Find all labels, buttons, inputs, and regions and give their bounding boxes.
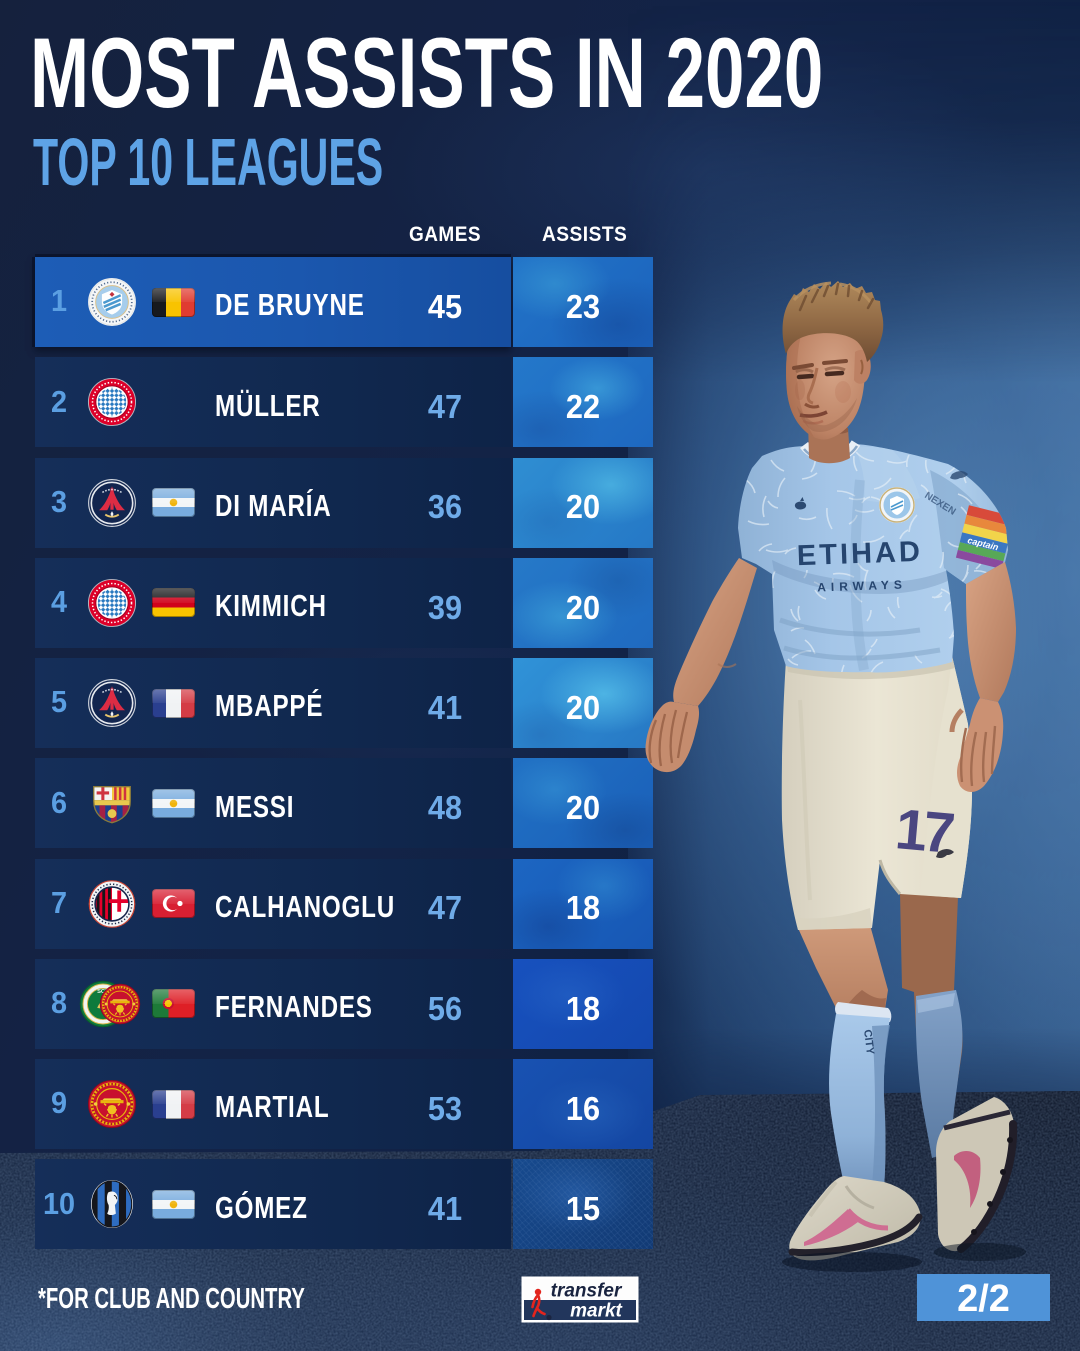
svg-text:SCP: SCP [97,989,109,995]
svg-text:CITY: CITY [861,1029,876,1056]
svg-text:markt: markt [570,1301,622,1322]
svg-text:AIRWAYS: AIRWAYS [817,577,907,594]
svg-text:17: 17 [893,797,956,866]
svg-text:ETIHAD: ETIHAD [796,536,923,572]
svg-text:transfer: transfer [551,1281,623,1302]
